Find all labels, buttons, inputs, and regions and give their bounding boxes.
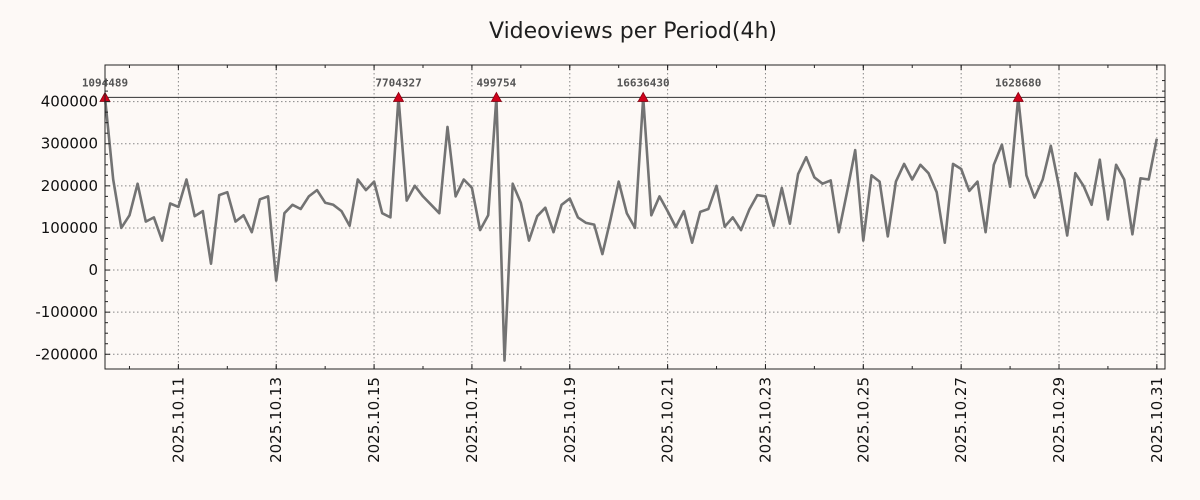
spike-marker (490, 91, 503, 102)
spike-value-label: 16636430 (617, 76, 670, 89)
x-tick-label: 2025.10.31 (1148, 377, 1166, 463)
spike-value-label: 1094489 (82, 76, 128, 89)
x-tick-label: 2025.10.21 (659, 377, 677, 463)
chart-title: Videoviews per Period(4h) (489, 19, 777, 44)
x-tick-label: 2025.10.29 (1050, 377, 1068, 463)
tick-label-layer: 400000 300000 200000 100000 0 -100000 -200000 2… (35, 76, 1166, 462)
spike-value-label: 7704327 (375, 76, 421, 89)
marker-layer (99, 91, 1024, 102)
x-tick-label: 2025.10.13 (267, 377, 285, 463)
spike-value-label: 1628680 (995, 76, 1041, 89)
x-tick-label: 2025.10.25 (854, 377, 872, 463)
y-tick-label: 100000 (41, 219, 98, 237)
x-tick-label: 2025.10.17 (463, 377, 481, 463)
x-tick-label: 2025.10.11 (169, 377, 187, 463)
y-tick-label: 0 (88, 261, 98, 279)
y-tick-label: 300000 (41, 135, 98, 153)
axes-layer (104, 64, 1166, 370)
y-tick-label: 200000 (41, 177, 98, 195)
x-tick-label: 2025.10.15 (365, 377, 383, 463)
spike-marker (1012, 91, 1024, 102)
spike-marker (392, 91, 405, 102)
x-tick-label: 2025.10.23 (756, 377, 774, 463)
spike-value-label: 499754 (477, 76, 517, 89)
y-tick-label: -100000 (35, 303, 98, 321)
x-tick-label: 2025.10.27 (952, 377, 970, 463)
x-tick-label: 2025.10.19 (561, 377, 579, 463)
spike-marker (637, 91, 649, 102)
y-tick-label: 400000 (41, 93, 98, 111)
series-layer (103, 96, 1159, 362)
plot-frame (104, 64, 1166, 370)
y-tick-label: -200000 (35, 345, 98, 363)
videoviews-series-line (103, 96, 1159, 362)
